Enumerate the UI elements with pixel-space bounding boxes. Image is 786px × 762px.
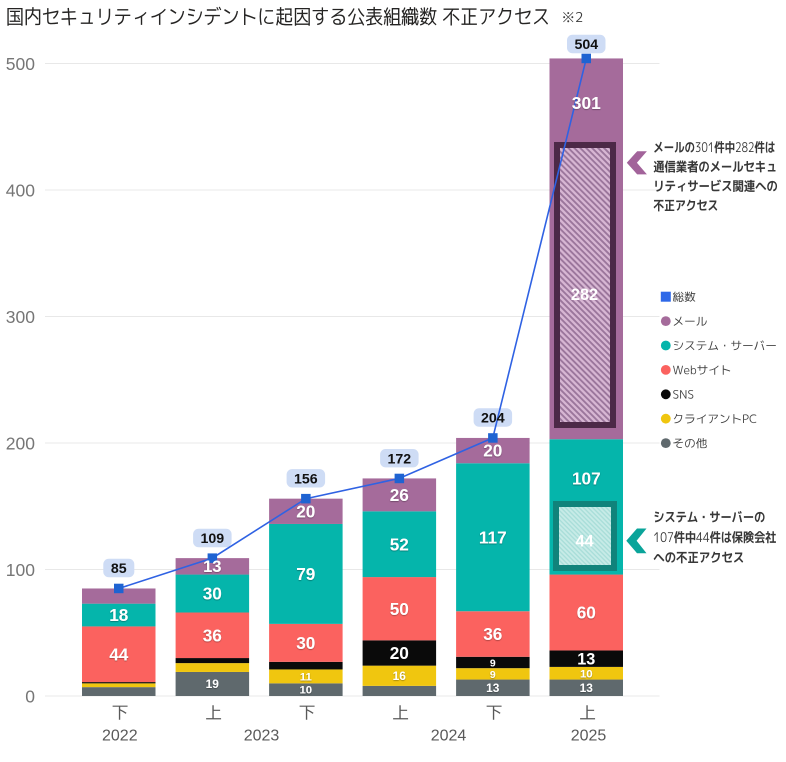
svg-text:9: 9 (490, 670, 496, 681)
svg-text:0: 0 (25, 686, 35, 706)
svg-text:13: 13 (580, 681, 594, 695)
svg-text:301: 301 (572, 93, 601, 113)
svg-text:20: 20 (390, 643, 409, 663)
svg-text:19: 19 (206, 677, 220, 691)
svg-text:13: 13 (203, 557, 221, 576)
svg-text:2024: 2024 (431, 728, 467, 745)
svg-text:11: 11 (300, 671, 313, 683)
svg-text:60: 60 (577, 603, 596, 623)
svg-text:26: 26 (390, 485, 409, 505)
svg-text:50: 50 (390, 599, 409, 619)
svg-text:300: 300 (6, 307, 35, 327)
svg-text:172: 172 (387, 451, 411, 467)
svg-text:107: 107 (572, 469, 601, 489)
svg-text:500: 500 (6, 54, 35, 74)
svg-text:100: 100 (6, 560, 35, 580)
svg-text:2023: 2023 (244, 728, 280, 745)
svg-text:13: 13 (577, 651, 595, 669)
svg-text:44: 44 (109, 644, 129, 664)
svg-text:79: 79 (296, 564, 315, 584)
svg-text:2025: 2025 (571, 728, 607, 745)
svg-text:13: 13 (486, 681, 500, 695)
svg-text:20: 20 (296, 501, 315, 521)
svg-text:400: 400 (6, 180, 35, 200)
svg-text:36: 36 (483, 624, 502, 644)
svg-text:204: 204 (481, 411, 505, 427)
svg-text:85: 85 (111, 561, 127, 577)
svg-text:44: 44 (575, 532, 593, 550)
svg-text:282: 282 (571, 286, 598, 304)
svg-text:117: 117 (479, 527, 507, 547)
svg-text:2022: 2022 (102, 728, 138, 745)
svg-text:10: 10 (580, 668, 593, 680)
svg-text:30: 30 (203, 584, 222, 604)
svg-text:9: 9 (490, 658, 496, 669)
svg-text:20: 20 (483, 441, 502, 461)
svg-text:156: 156 (294, 471, 318, 487)
svg-text:16: 16 (393, 669, 407, 683)
svg-text:109: 109 (200, 531, 224, 547)
svg-text:36: 36 (203, 625, 222, 645)
svg-text:30: 30 (296, 633, 315, 653)
svg-text:18: 18 (109, 605, 129, 625)
svg-text:10: 10 (299, 685, 312, 697)
svg-text:504: 504 (574, 37, 598, 53)
svg-text:200: 200 (6, 433, 35, 453)
svg-text:52: 52 (390, 534, 409, 554)
